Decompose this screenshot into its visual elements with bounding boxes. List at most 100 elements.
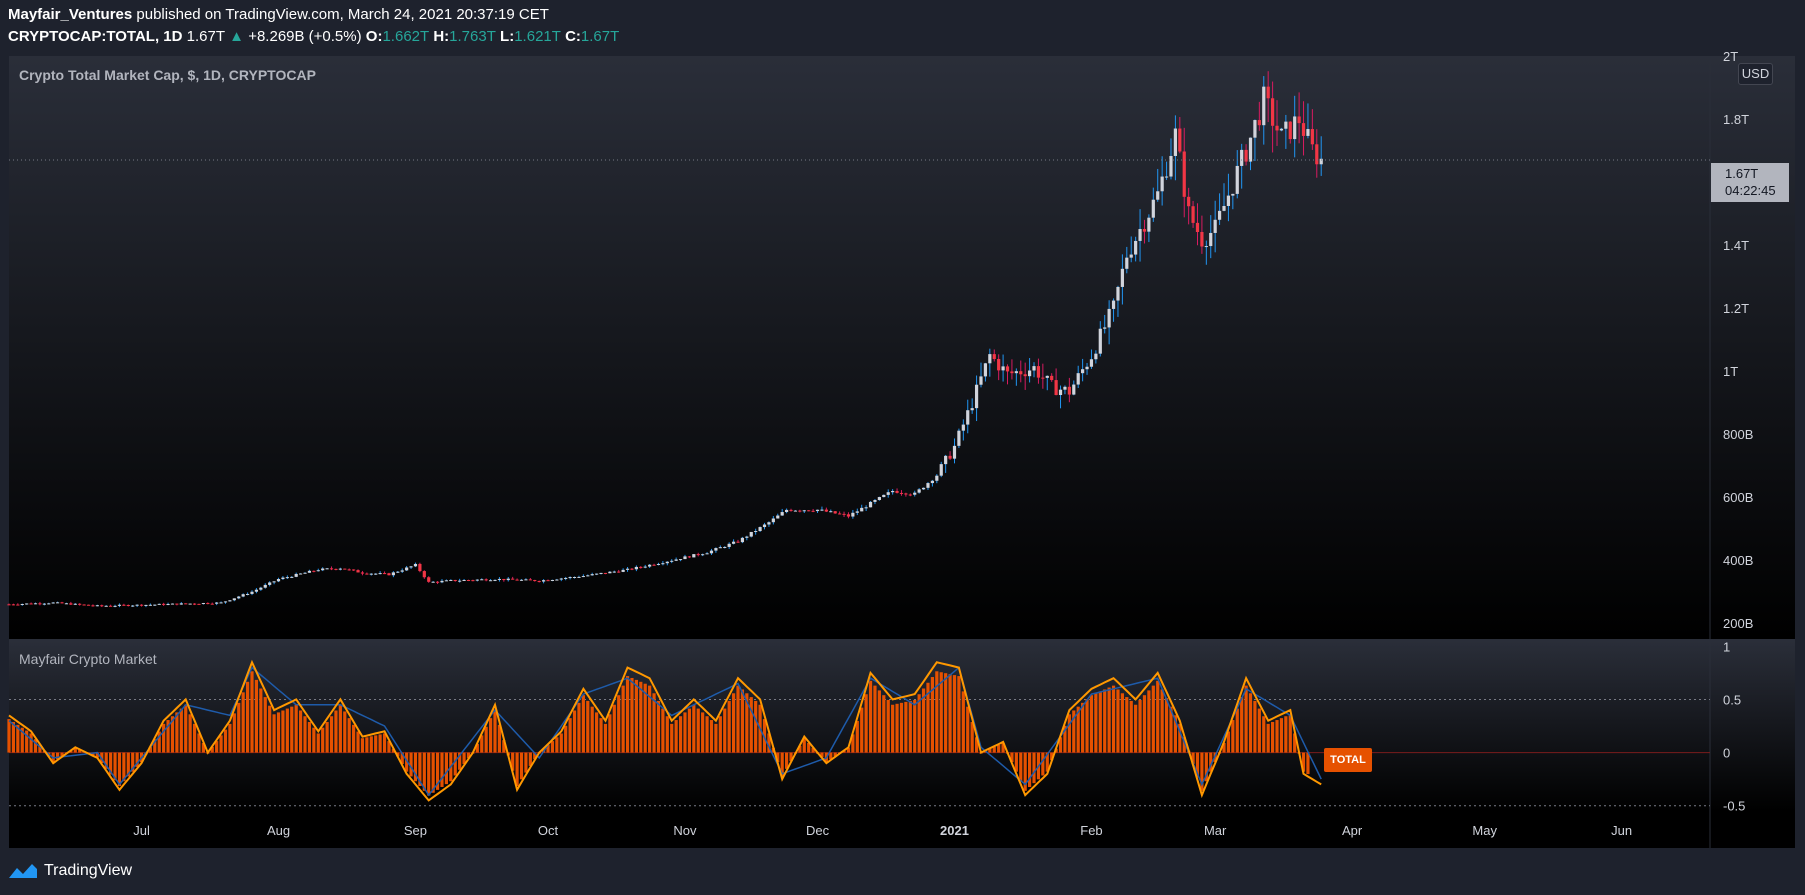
candle-body [1001, 366, 1005, 371]
histogram-bar [992, 746, 996, 753]
candle-body [1266, 86, 1270, 99]
candle-body [612, 571, 616, 573]
histogram-bar [369, 736, 373, 753]
candle-body [1288, 121, 1292, 140]
candle-body [86, 604, 91, 606]
histogram-bar [1063, 725, 1067, 753]
candle-body [519, 579, 524, 581]
histogram-bar [1085, 699, 1089, 753]
histogram-bar [966, 706, 970, 753]
histogram-bar [338, 704, 342, 753]
candle-body [564, 577, 568, 579]
candle-body [38, 603, 42, 605]
candle-body [290, 576, 294, 578]
candle-body [974, 384, 979, 409]
histogram-bar [175, 712, 179, 753]
histogram-bar [1001, 743, 1005, 753]
histogram-bar [948, 674, 952, 753]
histogram-bar [38, 744, 42, 753]
candle-body [886, 492, 890, 495]
histogram-bar [661, 708, 665, 753]
histogram-bar [731, 693, 736, 753]
histogram-bar [789, 752, 793, 762]
candle-body [250, 591, 254, 594]
candle-body [824, 509, 828, 512]
histogram-bar [1235, 708, 1239, 753]
tradingview-logo[interactable]: TradingView [8, 862, 132, 880]
candle-body [272, 581, 276, 583]
histogram-bar [1120, 693, 1124, 753]
histogram-bar [970, 721, 974, 753]
candle-body [325, 568, 329, 570]
time-axis[interactable] [9, 811, 1795, 848]
histogram-bar [232, 713, 236, 753]
histogram-bar [1271, 721, 1275, 753]
histogram-bar [1094, 693, 1098, 753]
histogram-bar [935, 671, 939, 753]
histogram-bar [391, 748, 395, 753]
histogram-bar [409, 752, 413, 777]
candle-body [1240, 149, 1244, 166]
candle-body [546, 580, 550, 582]
indicator-title[interactable]: Mayfair Crypto Market [19, 651, 157, 667]
histogram-bar [1045, 752, 1049, 772]
price-axis-label: 600B [1723, 490, 1753, 505]
candle-body [1098, 328, 1102, 354]
candle-body [877, 497, 881, 501]
price-axis-label: 1.8T [1723, 112, 1749, 127]
histogram-bar [533, 752, 537, 760]
candle-body [608, 571, 612, 574]
candle-body [550, 579, 555, 581]
main-pane[interactable] [9, 56, 1795, 639]
histogram-bar [1293, 733, 1297, 753]
candle-body [758, 527, 762, 532]
candle-body [219, 602, 223, 604]
histogram-bar [435, 752, 440, 790]
histogram-bar [179, 708, 183, 753]
histogram-bar [1129, 700, 1133, 753]
candle-body [731, 541, 736, 544]
histogram-bar [56, 752, 60, 760]
histogram-bar [1014, 752, 1018, 772]
histogram-bar [343, 711, 347, 753]
histogram-bar [1107, 687, 1111, 753]
histogram-bar [586, 700, 590, 753]
publish-header: Mayfair_Ventures published on TradingVie… [8, 6, 549, 23]
candle-body [352, 569, 356, 571]
histogram-bar [135, 752, 139, 767]
candle-body [1089, 359, 1094, 367]
candle-body [51, 602, 55, 604]
histogram-bar [891, 704, 895, 753]
candle-body [7, 604, 11, 606]
candle-body [263, 584, 267, 588]
candle-body [533, 580, 537, 582]
candle-body [1279, 128, 1284, 131]
currency-button[interactable]: USD [1738, 63, 1773, 85]
candle-body [1209, 232, 1213, 247]
histogram-bar [126, 752, 130, 777]
price-axis-label: 1.4T [1723, 238, 1749, 253]
candle-body [1076, 373, 1080, 385]
histogram-bar [122, 752, 126, 782]
candle-body [259, 587, 263, 590]
histogram-bar [1089, 695, 1094, 753]
time-axis-label: Jul [133, 823, 150, 838]
candle-body [148, 604, 152, 606]
candle-body [599, 572, 603, 574]
symbol-label[interactable]: CRYPTOCAP:TOTAL, 1D [8, 28, 183, 45]
histogram-bar [11, 721, 16, 753]
candle-body [754, 531, 758, 533]
histogram-bar [7, 719, 11, 753]
histogram-bar [210, 746, 214, 753]
candle-body [122, 604, 126, 606]
candle-body [188, 603, 192, 605]
candle-body [625, 568, 630, 570]
candle-body [1010, 371, 1014, 374]
histogram-bar [294, 704, 298, 753]
high-value: 1.763T [449, 28, 496, 45]
candle-body [409, 566, 413, 568]
histogram-bar [484, 726, 488, 753]
author-name[interactable]: Mayfair_Ventures [8, 6, 133, 23]
histogram-bar [16, 724, 20, 753]
